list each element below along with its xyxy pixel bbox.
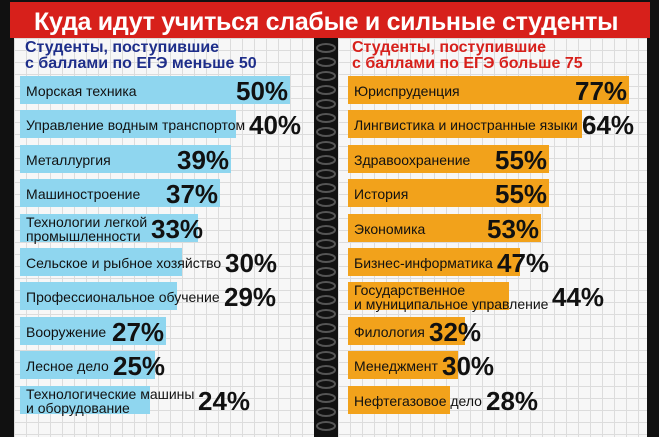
- bar: [348, 145, 549, 173]
- spiral-ring: [316, 267, 336, 277]
- spiral-ring: [316, 365, 336, 375]
- bar: [20, 76, 290, 104]
- bar: [20, 179, 220, 207]
- value-label: 30%: [225, 248, 278, 278]
- value-label: 25%: [113, 351, 166, 381]
- bar: [20, 386, 150, 414]
- value-label: 55%: [495, 179, 548, 209]
- category-label: История: [354, 186, 409, 202]
- spiral-ring: [316, 57, 336, 67]
- category-label: Юриспруденция: [354, 83, 460, 99]
- category-label: Экономика: [354, 221, 426, 237]
- bar: [348, 248, 520, 276]
- category-label: Лесное дело: [26, 358, 109, 374]
- spiral-ring: [316, 309, 336, 319]
- value-label: 40%: [249, 110, 302, 140]
- spiral-ring: [316, 393, 336, 403]
- spiral-ring: [316, 351, 336, 361]
- spiral-ring: [316, 71, 336, 81]
- value-label: 47%: [497, 248, 550, 278]
- category-label: Менеджмент: [354, 358, 438, 374]
- bar: [348, 110, 582, 138]
- bar: [348, 76, 629, 104]
- spiral-ring: [316, 155, 336, 165]
- bar: [348, 351, 458, 379]
- title-banner: Куда идут учиться слабые и сильные студе…: [10, 2, 650, 38]
- spiral-ring: [316, 323, 336, 333]
- value-label: 55%: [495, 145, 548, 175]
- notebook-spiral: [316, 43, 336, 431]
- category-label: Машиностроение: [26, 186, 141, 202]
- category-label: Морская техника: [26, 83, 137, 99]
- spiral-ring: [316, 183, 336, 193]
- category-label: Технологические машины и оборудование: [26, 386, 195, 416]
- bar: [20, 110, 236, 138]
- spiral-ring: [316, 43, 336, 53]
- spiral-ring: [316, 85, 336, 95]
- spiral-ring: [316, 99, 336, 109]
- category-label: Филология: [354, 324, 425, 340]
- bar: [348, 386, 450, 414]
- bar: [20, 317, 166, 345]
- value-label: 37%: [166, 179, 219, 209]
- right-chart-subtitle: Студенты, поступившие с баллами по ЕГЭ б…: [352, 39, 583, 72]
- category-label: Государственное и муниципальное управлен…: [354, 282, 549, 312]
- spiral-ring: [316, 337, 336, 347]
- bar: [348, 282, 509, 310]
- value-label: 30%: [442, 351, 495, 381]
- bar: [348, 179, 549, 207]
- bar: [20, 145, 231, 173]
- bar: [348, 317, 465, 345]
- spiral-ring: [316, 211, 336, 221]
- category-label: Технологии легкой промышленности: [26, 214, 148, 244]
- bar: [20, 351, 155, 379]
- value-label: 64%: [582, 110, 635, 140]
- spiral-ring: [316, 127, 336, 137]
- value-label: 44%: [552, 282, 605, 312]
- bar: [20, 214, 198, 242]
- bar: [348, 214, 541, 242]
- value-label: 32%: [429, 317, 482, 347]
- category-label: Профессиональное обучение: [26, 289, 220, 305]
- spiral-ring: [316, 407, 336, 417]
- value-label: 24%: [198, 386, 251, 416]
- value-label: 77%: [575, 76, 628, 106]
- value-label: 27%: [112, 317, 165, 347]
- left-chart-subtitle: Студенты, поступившие с баллами по ЕГЭ м…: [25, 39, 257, 72]
- category-label: Металлургия: [26, 152, 111, 168]
- spiral-ring: [316, 253, 336, 263]
- category-label: Лингвистика и иностранные языки: [354, 117, 578, 133]
- spiral-ring: [316, 281, 336, 291]
- value-label: 29%: [224, 282, 277, 312]
- spiral-ring: [316, 239, 336, 249]
- value-label: 50%: [236, 76, 289, 106]
- spiral-ring: [316, 113, 336, 123]
- value-label: 39%: [177, 145, 230, 175]
- bar: [20, 282, 177, 310]
- spiral-ring: [316, 225, 336, 235]
- spiral-ring: [316, 197, 336, 207]
- value-label: 53%: [487, 214, 540, 244]
- category-label: Здравоохранение: [354, 152, 471, 168]
- value-label: 33%: [151, 214, 204, 244]
- category-label: Вооружение: [26, 324, 107, 340]
- category-label: Управление водным транспортом: [26, 117, 246, 133]
- category-label: Сельское и рыбное хозяйство: [26, 255, 222, 271]
- spiral-ring: [316, 295, 336, 305]
- spiral-ring: [316, 169, 336, 179]
- spiral-ring: [316, 421, 336, 431]
- spiral-ring: [316, 379, 336, 389]
- category-label: Нефтегазовое дело: [354, 393, 482, 409]
- value-label: 28%: [486, 386, 539, 416]
- category-label: Бизнес-информатика: [354, 255, 493, 271]
- bar: [20, 248, 182, 276]
- spiral-ring: [316, 141, 336, 151]
- chart-title: Куда идут учиться слабые и сильные студе…: [34, 8, 619, 36]
